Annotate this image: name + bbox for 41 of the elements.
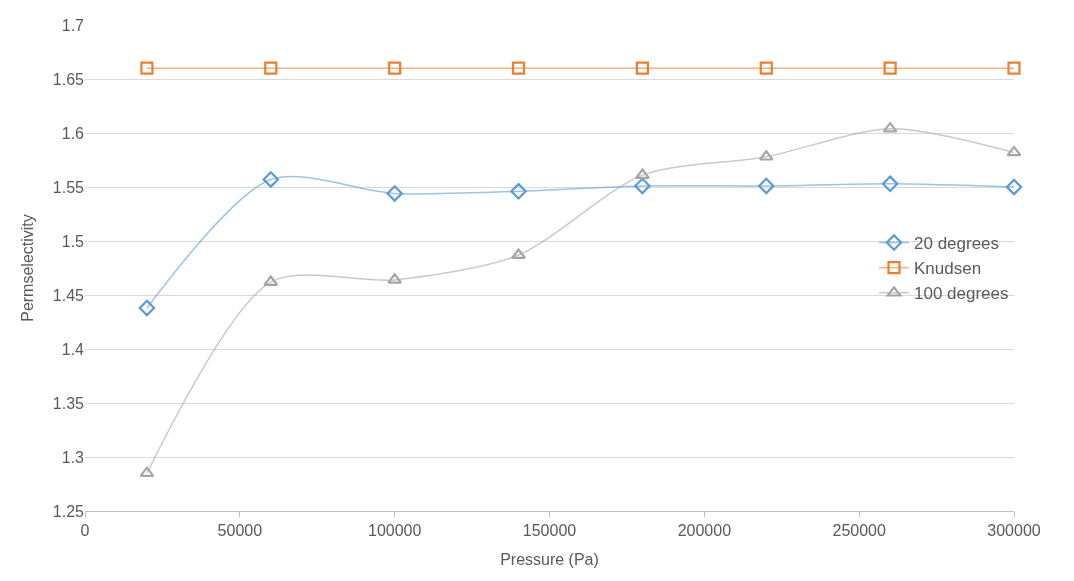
- point: [1006, 145, 1022, 157]
- y-tick-label: 1.55: [52, 178, 85, 196]
- x-tick-label: 250000: [832, 522, 886, 540]
- y-tick-label: 1.45: [52, 286, 85, 304]
- point: [511, 248, 526, 259]
- point: [634, 177, 651, 195]
- y-tick-label: 1.65: [52, 70, 85, 88]
- point: [881, 175, 899, 193]
- point: [510, 183, 527, 200]
- legend-label: Knudsen: [914, 259, 982, 279]
- point: [138, 299, 156, 317]
- point: [386, 185, 403, 202]
- y-tick-label: 1.7: [61, 16, 85, 34]
- point: [140, 61, 154, 75]
- y-tick-label: 1.6: [61, 124, 85, 142]
- legend-label: 100 degrees: [914, 284, 1009, 304]
- y-tick-label: 1.25: [52, 502, 85, 520]
- y-tick-label: 1.4: [61, 340, 85, 358]
- y-tick-label: 1.5: [61, 232, 85, 250]
- point: [759, 61, 773, 75]
- x-axis-title: Pressure (Pa): [500, 550, 599, 568]
- y-axis-title: Permselectivity: [18, 214, 36, 322]
- point: [758, 177, 775, 195]
- x-tick-label: 300000: [987, 522, 1041, 540]
- x-tick-label: 50000: [217, 522, 263, 540]
- point: [883, 61, 897, 75]
- x-tick-label: 200000: [677, 522, 732, 540]
- x-tick-label: 150000: [522, 522, 577, 540]
- point: [1005, 178, 1023, 196]
- point: [635, 61, 649, 75]
- point: [1007, 61, 1021, 75]
- point: [511, 61, 526, 75]
- x-tick-label: 0: [80, 522, 90, 540]
- point: [388, 61, 402, 75]
- point: [139, 466, 155, 478]
- point: [262, 171, 280, 188]
- y-tick-label: 1.3: [61, 448, 85, 466]
- x-tick-label: 100000: [367, 522, 422, 540]
- y-tick-label: 1.35: [52, 394, 85, 412]
- legend-label: 20 degrees: [914, 234, 1000, 254]
- point: [264, 61, 278, 75]
